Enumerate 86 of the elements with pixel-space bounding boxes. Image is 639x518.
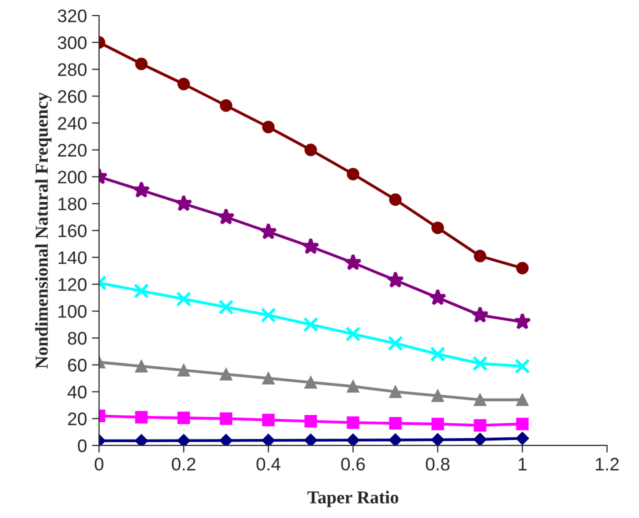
point (388, 433, 402, 446)
y-tick-label: 280 (58, 63, 87, 76)
point (304, 376, 317, 389)
point (304, 434, 318, 446)
point (514, 358, 530, 374)
point (516, 418, 529, 430)
point (302, 238, 320, 254)
y-tick-label: 200 (58, 170, 87, 184)
point (217, 208, 235, 225)
x-tick-label: 1.2 (596, 458, 619, 470)
x-tick-label: 0.2 (172, 458, 196, 471)
point (262, 120, 275, 134)
x-tick-label: 0 (94, 458, 104, 471)
point (431, 433, 444, 446)
point (516, 394, 529, 406)
y-tick-label: 220 (58, 144, 87, 157)
point (135, 360, 148, 372)
point (218, 299, 234, 315)
x-tick-label: 0.6 (341, 458, 365, 471)
point (134, 283, 150, 299)
point (177, 434, 190, 446)
point (220, 99, 232, 112)
point (135, 411, 148, 424)
point (177, 364, 190, 376)
point (344, 254, 362, 270)
point (262, 414, 275, 426)
point (219, 434, 233, 446)
y-tick-label: 300 (58, 36, 87, 50)
x-tick-label: 0.4 (256, 458, 280, 471)
x-axis-title: Taper Ratio (307, 490, 398, 508)
point (132, 181, 150, 198)
point (262, 434, 275, 446)
y-tick-label: 240 (58, 116, 87, 130)
y-tick-label: 120 (58, 278, 87, 291)
point (431, 222, 444, 234)
point (516, 262, 529, 274)
point (304, 144, 317, 156)
point (135, 58, 148, 70)
x-tick-label: 0.8 (426, 458, 450, 471)
point (260, 222, 278, 240)
point (389, 417, 402, 430)
y-tick-label: 40 (68, 386, 87, 398)
point (474, 419, 486, 432)
point (472, 356, 488, 372)
y-tick-label: 260 (58, 90, 87, 103)
point (220, 368, 232, 381)
point (389, 193, 402, 206)
point (177, 412, 190, 424)
y-tick-label: 140 (58, 251, 87, 264)
y-tick-label: 80 (68, 332, 87, 345)
point (346, 168, 360, 180)
point (346, 434, 360, 446)
point (177, 78, 190, 90)
point (345, 326, 361, 342)
point (516, 432, 529, 445)
point (304, 415, 317, 428)
point (431, 418, 444, 430)
point (303, 316, 318, 332)
point (346, 416, 360, 429)
point (176, 291, 192, 307)
point (514, 312, 532, 330)
y-tick-label: 160 (58, 224, 87, 238)
x-tick-label: 1 (518, 458, 527, 470)
y-tick-label: 0 (78, 439, 87, 452)
point (134, 434, 148, 446)
y-tick-label: 320 (58, 9, 87, 22)
point (429, 288, 446, 306)
point (386, 271, 404, 288)
y-axis-title: Nondimensional Natural Frequency (35, 92, 52, 368)
point (431, 390, 444, 402)
point (346, 380, 360, 393)
y-tick-label: 20 (68, 412, 87, 426)
point (262, 372, 275, 385)
point (471, 306, 489, 323)
point (175, 194, 192, 212)
y-tick-label: 60 (68, 358, 87, 372)
point (389, 385, 402, 398)
point (388, 336, 404, 352)
point (220, 412, 232, 425)
y-tick-label: 180 (58, 198, 87, 210)
point (473, 432, 487, 446)
point (474, 250, 486, 262)
y-tick-label: 100 (58, 305, 87, 318)
point (260, 308, 276, 323)
point (474, 394, 486, 406)
point (430, 346, 446, 362)
